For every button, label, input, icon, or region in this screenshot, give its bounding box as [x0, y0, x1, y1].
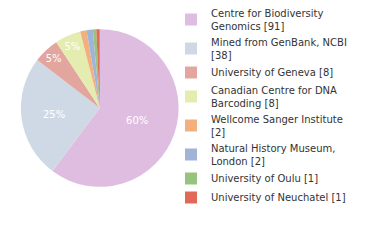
svg-text:University of Oulu [1]: University of Oulu [1] [211, 173, 318, 184]
svg-text:University of Neuchatel [1]: University of Neuchatel [1] [211, 192, 346, 203]
svg-text:Canadian Centre for DNABarcodi: Canadian Centre for DNABarcoding [8] [211, 85, 337, 109]
svg-text:Centre for BiodiversityGenomic: Centre for BiodiversityGenomics [91] [211, 8, 324, 32]
svg-text:University of Geneva [8]: University of Geneva [8] [211, 67, 333, 78]
svg-text:Wellcome Sanger Institute[2]: Wellcome Sanger Institute[2] [211, 114, 343, 138]
svg-text:5%: 5% [46, 53, 62, 64]
svg-text:5%: 5% [64, 41, 80, 52]
svg-text:25%: 25% [43, 109, 65, 120]
svg-text:Natural History Museum,London: Natural History Museum,London [2] [211, 143, 335, 167]
svg-text:60%: 60% [126, 115, 148, 126]
svg-text:Mined from GenBank, NCBI[38]: Mined from GenBank, NCBI[38] [211, 37, 347, 61]
